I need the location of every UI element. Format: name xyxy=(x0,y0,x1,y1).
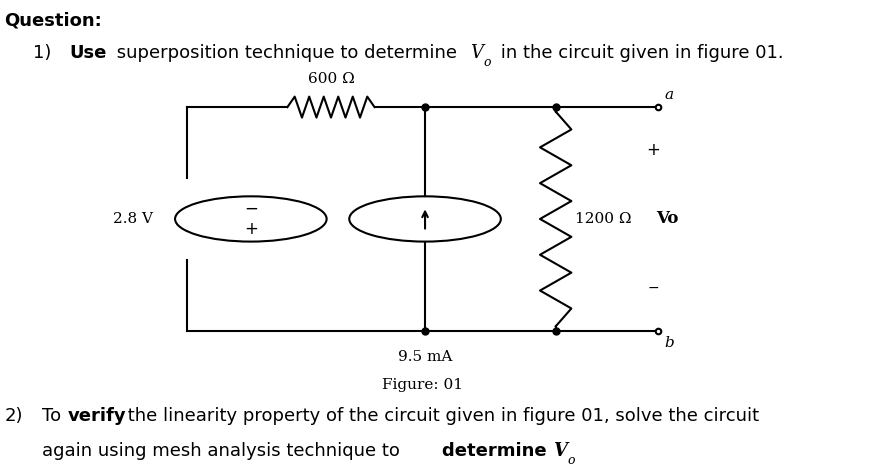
Text: b: b xyxy=(665,336,674,349)
Text: 1200 Ω: 1200 Ω xyxy=(575,212,631,226)
Text: verify: verify xyxy=(68,407,126,425)
Text: Figure: 01: Figure: 01 xyxy=(382,378,463,392)
Text: o: o xyxy=(568,454,576,466)
Text: 2.8 V: 2.8 V xyxy=(113,212,153,226)
Text: again using mesh analysis technique to: again using mesh analysis technique to xyxy=(42,442,405,460)
Text: 600 Ω: 600 Ω xyxy=(307,72,354,86)
Text: a: a xyxy=(665,89,673,102)
Text: V: V xyxy=(553,442,567,460)
Text: the linearity property of the circuit given in figure 01, solve the circuit: the linearity property of the circuit gi… xyxy=(122,407,759,425)
Text: To: To xyxy=(42,407,67,425)
Text: Use: Use xyxy=(70,44,107,62)
Text: determine: determine xyxy=(442,442,553,460)
Text: superposition technique to determine: superposition technique to determine xyxy=(111,44,463,62)
Text: Vo: Vo xyxy=(656,210,679,228)
Text: in the circuit given in figure 01.: in the circuit given in figure 01. xyxy=(495,44,783,62)
Text: 9.5 mA: 9.5 mA xyxy=(398,350,452,364)
Text: +: + xyxy=(646,141,660,159)
Text: V: V xyxy=(470,44,483,62)
Text: Question:: Question: xyxy=(4,12,102,30)
Text: o: o xyxy=(483,56,491,69)
Text: 1): 1) xyxy=(33,44,51,62)
Text: 2): 2) xyxy=(4,407,23,425)
Text: −: − xyxy=(244,200,258,218)
Text: +: + xyxy=(244,220,258,238)
Text: −: − xyxy=(647,281,659,295)
